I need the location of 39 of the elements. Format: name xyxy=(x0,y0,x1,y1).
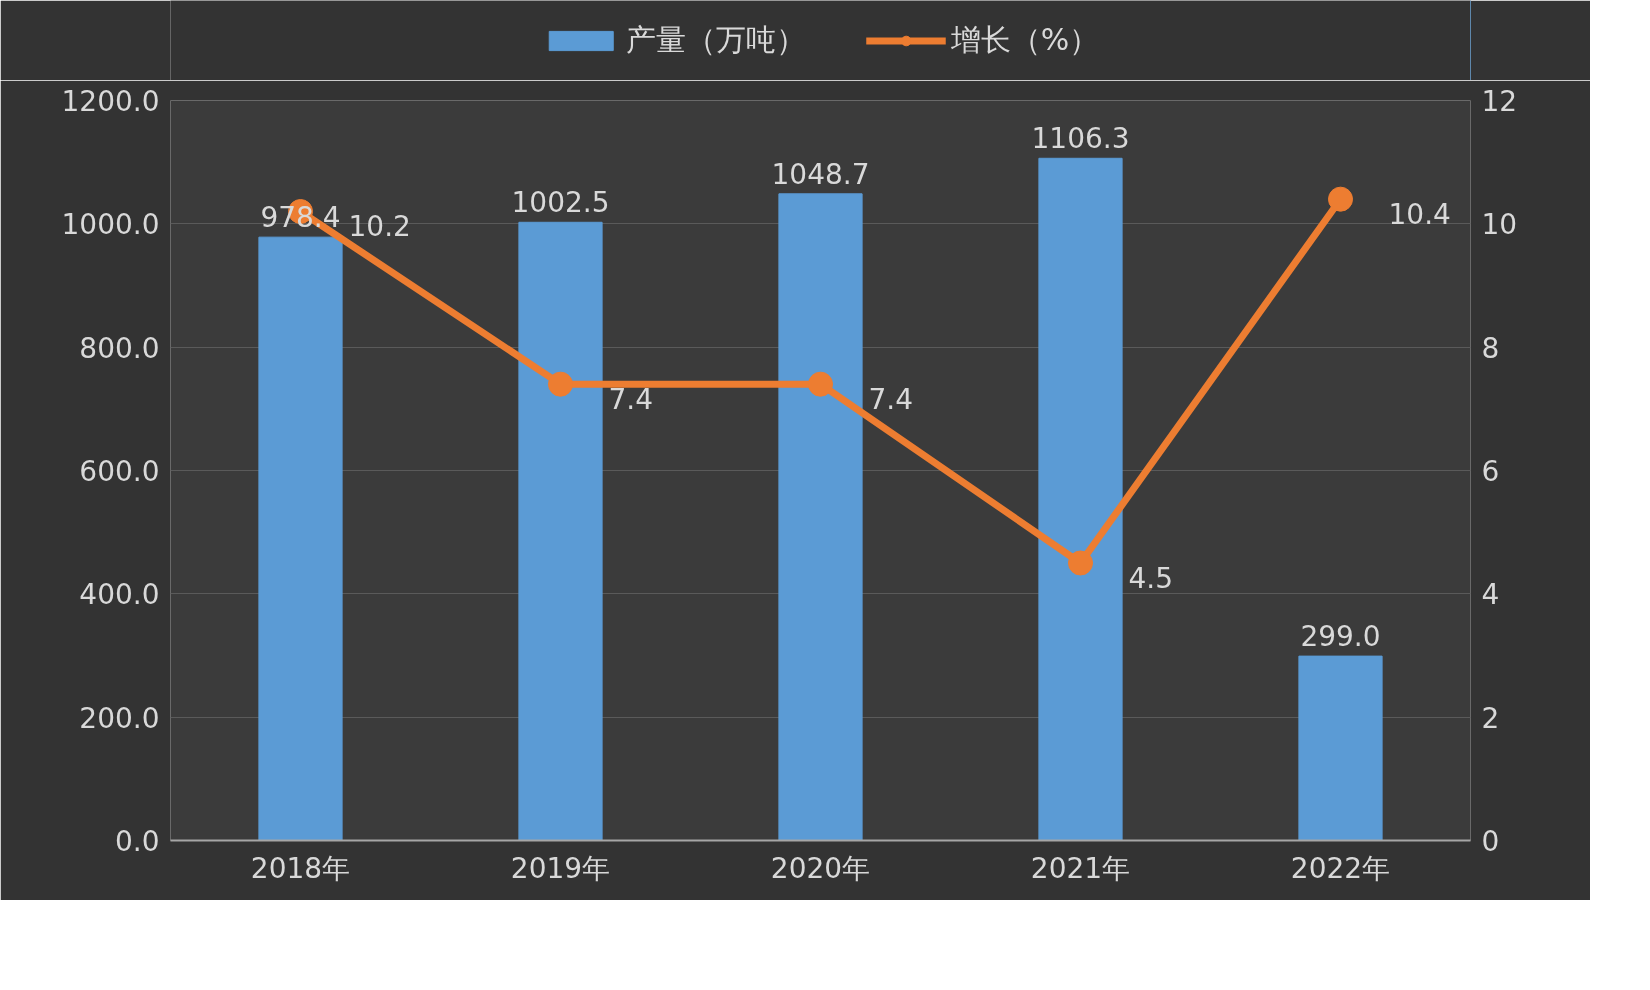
point xyxy=(808,371,833,397)
data-label: 1106.3 xyxy=(1031,122,1130,156)
y2-tick-label: 4 xyxy=(1481,578,1500,612)
data-label: 10.2 xyxy=(348,210,411,243)
data-label: 1002.5 xyxy=(511,186,610,220)
y2-tick-label: 6 xyxy=(1481,455,1500,488)
y2-tick-label: 10 xyxy=(1481,208,1518,242)
x-tick-label: 2021年 xyxy=(1030,851,1131,885)
y-tick-label: 0.0 xyxy=(114,825,160,858)
data-label: 1048.7 xyxy=(771,157,870,191)
legend-label: 产量（万吨） xyxy=(625,20,806,59)
data-label: 7.4 xyxy=(608,382,654,416)
bar xyxy=(518,221,603,841)
y-tick-label: 400.0 xyxy=(79,578,160,612)
x-tick-label: 2018年 xyxy=(250,851,351,885)
point xyxy=(548,371,573,397)
bar xyxy=(1298,655,1383,841)
x-tick-label: 2022年 xyxy=(1290,851,1391,885)
y-tick-label: 1000.0 xyxy=(61,208,160,242)
y2-tick-label: 12 xyxy=(1481,85,1518,118)
x-tick-label: 2019年 xyxy=(510,851,611,885)
y2-tick-label: 8 xyxy=(1481,331,1500,365)
legend-label: 增长（%） xyxy=(950,20,1100,59)
data-label: 10.4 xyxy=(1388,197,1451,231)
point xyxy=(1328,186,1353,212)
y-tick-label: 800.0 xyxy=(79,331,160,365)
bar xyxy=(258,236,343,841)
point xyxy=(1068,550,1093,576)
bar xyxy=(1038,157,1123,841)
x-tick-label: 2020年 xyxy=(770,851,871,885)
data-label: 7.4 xyxy=(868,382,914,416)
y2-tick-label: 2 xyxy=(1481,701,1500,735)
data-label: 4.5 xyxy=(1128,561,1174,595)
y-tick-label: 200.0 xyxy=(79,701,160,735)
bar xyxy=(778,193,863,841)
y2-tick-label: 0 xyxy=(1481,825,1500,858)
y-tick-label: 1200.0 xyxy=(61,85,160,118)
data-label: 299.0 xyxy=(1300,620,1381,654)
y-tick-label: 600.0 xyxy=(79,455,160,488)
